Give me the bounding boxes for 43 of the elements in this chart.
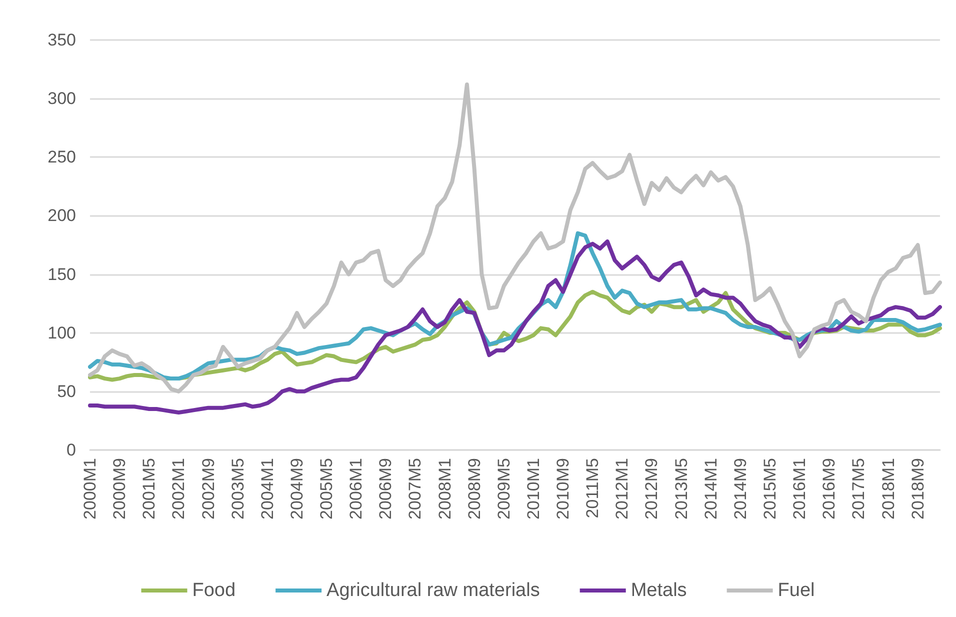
x-tick-label: 2014M1 — [701, 458, 720, 520]
x-tick-label: 2018M9 — [908, 458, 928, 520]
x-tick-label: 2010M1 — [524, 458, 543, 520]
x-tick-label: 2001M5 — [140, 458, 159, 520]
x-tick-label: 2016M1 — [790, 458, 810, 520]
x-tick-label: 2013M5 — [672, 458, 691, 520]
x-tick-label: 2008M9 — [464, 458, 484, 520]
x-tick-label: 2018M1 — [878, 458, 898, 520]
y-tick-label: 300 — [48, 89, 76, 108]
y-tick-label: 50 — [57, 382, 76, 401]
legend-label: Food — [192, 580, 236, 601]
x-tick-label: 2015M5 — [760, 458, 780, 520]
x-tick-label: 2004M1 — [258, 458, 277, 520]
x-tick-label: 2002M9 — [198, 458, 218, 520]
y-tick-label: 0 — [66, 440, 76, 460]
x-tick-label: 2011M5 — [583, 458, 602, 518]
x-tick-label: 2002M1 — [169, 458, 188, 520]
x-tick-label: 2007M5 — [406, 458, 425, 520]
x-tick-label: 2003M5 — [228, 458, 248, 520]
y-tick-label: 100 — [48, 323, 76, 342]
x-tick-label: 2014M9 — [730, 458, 750, 520]
x-tick-label: 2016M9 — [820, 458, 839, 520]
y-tick-label: 350 — [48, 30, 76, 50]
x-tick-label: 2006M1 — [346, 458, 366, 520]
y-tick-label: 200 — [48, 206, 76, 226]
x-tick-label: 2009M5 — [494, 458, 514, 520]
x-tick-label: 2006M9 — [376, 458, 396, 520]
y-tick-label: 150 — [48, 264, 76, 284]
x-tick-label: 2012M9 — [642, 458, 662, 520]
legend-label: Metals — [630, 580, 687, 601]
y-tick-label: 250 — [48, 148, 76, 167]
line-series — [88, 82, 942, 394]
x-tick-label: 2017M5 — [849, 458, 868, 520]
x-tick-label: 2000M9 — [110, 458, 130, 520]
x-tick-label: 2004M9 — [287, 458, 306, 520]
x-tick-label: 2010M9 — [554, 458, 573, 520]
line-series — [88, 239, 942, 415]
legend-label: Fuel — [778, 580, 815, 601]
x-tick-label: 2005M5 — [317, 458, 336, 520]
x-tick-label: 2008M1 — [435, 458, 454, 520]
x-tick-label: 2012M1 — [612, 458, 632, 520]
x-tick-label: 2000M1 — [80, 458, 100, 520]
legend-label: Agricultural raw materials — [326, 580, 540, 601]
